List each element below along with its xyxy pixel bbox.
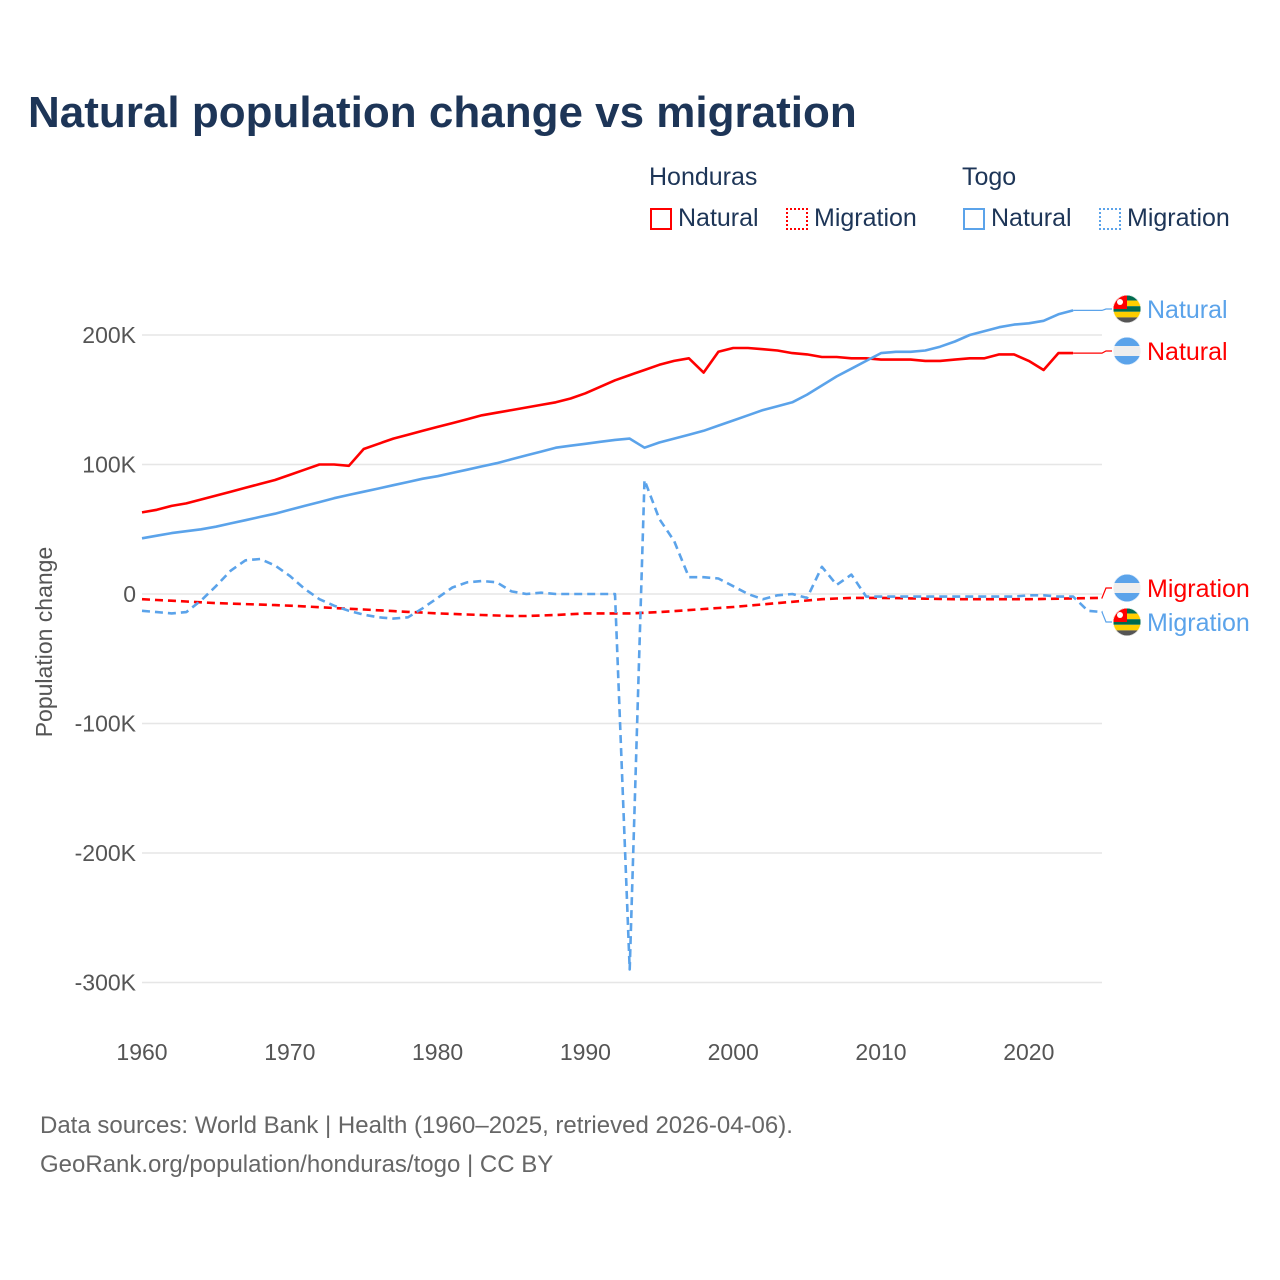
flag-star	[1117, 612, 1123, 618]
x-tick-label: 2020	[1003, 1039, 1054, 1065]
end-label: Natural	[1147, 338, 1228, 366]
flag-stripe	[1113, 317, 1141, 323]
flag-stripe	[1113, 356, 1141, 365]
x-tick-label: 2000	[708, 1039, 759, 1065]
label-connector	[1073, 350, 1112, 354]
label-connector	[1073, 308, 1112, 311]
footer-link[interactable]: GeoRank.org/population/honduras/togo | C…	[40, 1151, 554, 1178]
togo-migration-line	[141, 478, 1103, 971]
legend-swatch	[1099, 207, 1121, 230]
x-tick-label: 1990	[560, 1039, 611, 1065]
togo-flag-icon	[1113, 295, 1141, 323]
honduras-natural-line	[141, 346, 1074, 514]
legend-label: Natural	[678, 204, 759, 232]
x-tick-label: 1980	[412, 1039, 463, 1065]
flag-stripe	[1113, 311, 1141, 318]
legend-group-honduras: Honduras	[649, 163, 758, 191]
x-tick-label: 1960	[116, 1039, 167, 1065]
flag-star	[1117, 299, 1123, 305]
legend-label: Natural	[991, 204, 1072, 232]
honduras-migration-line	[141, 596, 1103, 618]
legend-honduras-natural[interactable]: Natural	[650, 204, 759, 233]
flag-stripe	[1113, 337, 1141, 346]
flag-stripe	[1113, 583, 1141, 593]
honduras-flag-icon	[1113, 574, 1141, 602]
togo-flag-icon	[1113, 608, 1141, 636]
y-tick-label: 200K	[82, 322, 136, 348]
flag-stripe	[1113, 630, 1141, 636]
legend-swatch	[963, 207, 985, 230]
footer-sources: Data sources: World Bank | Health (1960–…	[40, 1112, 793, 1139]
legend-swatch	[786, 207, 808, 230]
y-tick-label: -100K	[75, 711, 137, 737]
legend-label: Migration	[814, 204, 917, 232]
legend-togo-natural[interactable]: Natural	[963, 204, 1072, 233]
footer: Data sources: World Bank | Health (1960–…	[40, 1106, 793, 1184]
y-tick-label: 0	[123, 581, 136, 607]
flag-stripe	[1113, 593, 1141, 602]
legend-label: Migration	[1127, 204, 1230, 232]
flag-stripe	[1113, 346, 1141, 356]
label-connector	[1101, 587, 1112, 599]
flag-stripe	[1113, 574, 1141, 583]
togo-natural-line	[141, 309, 1074, 540]
y-axis-label: Population change	[31, 547, 57, 738]
end-label: Migration	[1147, 575, 1250, 603]
y-tick-label: -200K	[75, 840, 137, 866]
legend-honduras-migration[interactable]: Migration	[786, 204, 917, 233]
legend-swatch	[650, 207, 672, 230]
y-tick-label: 100K	[82, 452, 136, 478]
legend-group-togo: Togo	[962, 163, 1017, 191]
honduras-flag-icon	[1113, 337, 1141, 365]
x-tick-label: 1970	[264, 1039, 315, 1065]
y-tick-label: -300K	[75, 970, 137, 996]
flag-stripe	[1113, 624, 1141, 631]
chart-title: Natural population change vs migration	[28, 88, 857, 137]
label-connector	[1101, 611, 1112, 623]
end-label: Migration	[1147, 609, 1250, 637]
legend-togo-migration[interactable]: Migration	[1099, 204, 1230, 233]
end-label: Natural	[1147, 296, 1228, 324]
x-tick-label: 2010	[855, 1039, 906, 1065]
